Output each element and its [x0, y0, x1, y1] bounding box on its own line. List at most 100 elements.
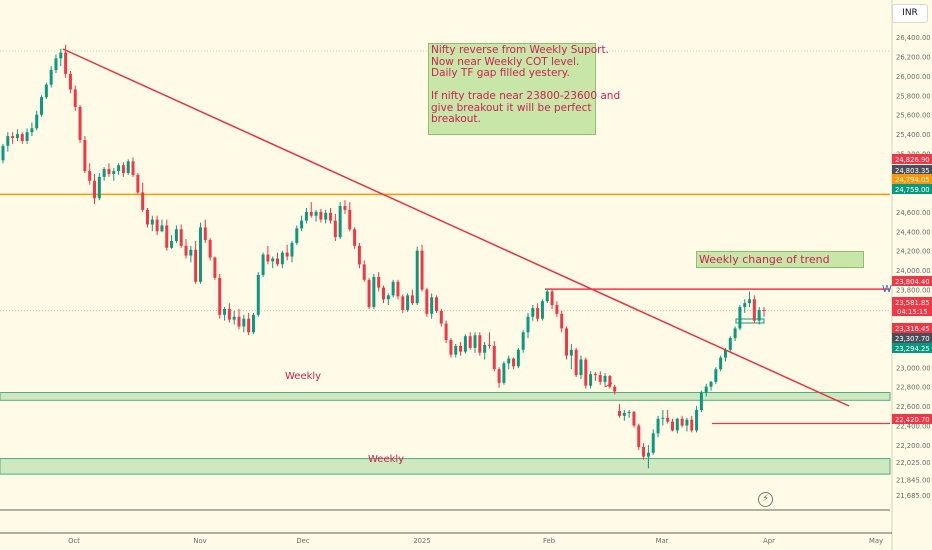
- y-tick-label: 26,200.00: [896, 53, 931, 61]
- candle-body: [107, 169, 111, 174]
- price-tag: [892, 165, 932, 175]
- candle-body: [521, 332, 525, 350]
- candle-body: [165, 225, 169, 248]
- y-tick-label: 25,400.00: [896, 131, 931, 139]
- price-tag: [892, 323, 932, 333]
- candle-body: [627, 411, 631, 413]
- y-tick-label: 24,600.00: [896, 209, 931, 217]
- candle-body: [44, 84, 48, 98]
- candle-body: [550, 291, 554, 306]
- candle-body: [247, 318, 251, 333]
- price-tag-label: 24,826.90: [895, 156, 930, 164]
- price-tag-label: 22,420.70: [895, 416, 930, 424]
- candle-body: [102, 169, 106, 177]
- price-axis[interactable]: 26,400.00 26,200.00 26,000.00 25,800.00 25,6…: [891, 0, 932, 550]
- price-tag-label: 23,316.45: [895, 325, 930, 333]
- y-tick-label: 21,685.00: [896, 492, 931, 500]
- y-tick-label: 22,200.00: [896, 442, 931, 450]
- candle-body: [762, 309, 766, 311]
- candle-body: [695, 410, 699, 431]
- candle-body: [261, 254, 265, 275]
- candle-body: [372, 276, 376, 308]
- candle-body: [738, 307, 742, 329]
- candle-body: [15, 134, 19, 139]
- candle-body: [6, 136, 10, 146]
- candle-body: [579, 359, 583, 376]
- candle-body: [536, 308, 540, 319]
- candle-body: [174, 229, 178, 241]
- trend-layer: [62, 48, 850, 407]
- candle-body: [88, 171, 92, 181]
- candle-body: [136, 174, 140, 193]
- price-tag: [892, 343, 932, 353]
- candle-body: [194, 249, 198, 282]
- countdown-label: 04:15:15: [897, 308, 928, 316]
- zones-layer: [0, 392, 891, 475]
- candle-body: [141, 192, 145, 210]
- candle-body: [213, 257, 217, 278]
- lightning-icon[interactable]: ⚡: [758, 492, 773, 507]
- candle-body: [266, 254, 270, 262]
- x-tick-label: Dec: [296, 537, 309, 545]
- candle-body: [300, 220, 304, 229]
- candle-body: [117, 165, 121, 172]
- candle-body: [608, 376, 612, 387]
- candle-body: [680, 418, 684, 426]
- candle-body: [459, 345, 463, 352]
- price-tag-label: 23,581.85: [895, 299, 930, 307]
- analysis-note: Nifty reverse from Weekly Suport. Now ne…: [428, 43, 620, 135]
- candle-body: [223, 308, 227, 315]
- price-tag-label: 23,804.40: [895, 278, 930, 286]
- price-tag-label: 23,294.25: [895, 345, 930, 353]
- candle-body: [733, 328, 737, 339]
- candle-body: [97, 176, 101, 199]
- y-tick-label: 24,200.00: [896, 248, 931, 256]
- candle-body: [565, 328, 569, 356]
- price-tag: [892, 297, 932, 307]
- candle-body: [203, 227, 207, 241]
- candle-body: [30, 128, 34, 133]
- candle-body: [155, 219, 159, 232]
- y-tick-label: 24,400.00: [896, 228, 931, 236]
- candle-body: [208, 240, 212, 258]
- candle-body: [526, 316, 530, 333]
- price-tag-label: 24,794.05: [895, 176, 930, 184]
- time-axis[interactable]: Oct Nov Dec 2025 Feb Mar Apr May: [0, 532, 892, 545]
- y-tick-label: 21,845.00: [896, 476, 931, 484]
- candle-body: [560, 313, 564, 329]
- candle-body: [646, 452, 650, 457]
- candle-body: [622, 412, 626, 416]
- price-tag: [892, 184, 932, 194]
- currency-badge[interactable]: INR: [892, 4, 928, 23]
- candle-body: [184, 245, 188, 256]
- y-tick-label: 26,000.00: [896, 73, 931, 81]
- candle-body: [314, 211, 318, 216]
- price-tag: [892, 414, 932, 424]
- weekly-zone: [0, 458, 891, 475]
- candle-body: [343, 206, 347, 210]
- x-tick-label: Oct: [68, 537, 80, 545]
- candle-body: [666, 417, 670, 422]
- candle-body: [449, 340, 453, 355]
- candle-body: [425, 289, 429, 314]
- candle-body: [757, 309, 761, 321]
- candle-body: [126, 161, 130, 173]
- candle-body: [690, 419, 694, 431]
- candle-body: [73, 89, 77, 107]
- weekly-zone-label: Weekly: [368, 454, 405, 465]
- candle-body: [613, 386, 617, 392]
- candle-body: [483, 344, 487, 353]
- candle-body: [170, 240, 174, 248]
- candle-body: [709, 381, 713, 387]
- candle-body: [574, 349, 578, 376]
- candle-body: [637, 425, 641, 447]
- candle-body: [454, 345, 458, 355]
- candle-body: [492, 345, 496, 370]
- candle-body: [232, 316, 236, 320]
- weekly-zone: [0, 392, 891, 401]
- y-tick-label: 26,400.00: [896, 34, 931, 42]
- candle-body: [377, 276, 381, 288]
- price-tag: [892, 174, 932, 184]
- price-tag-label: 23,307.70: [895, 335, 930, 343]
- candle-body: [382, 287, 385, 300]
